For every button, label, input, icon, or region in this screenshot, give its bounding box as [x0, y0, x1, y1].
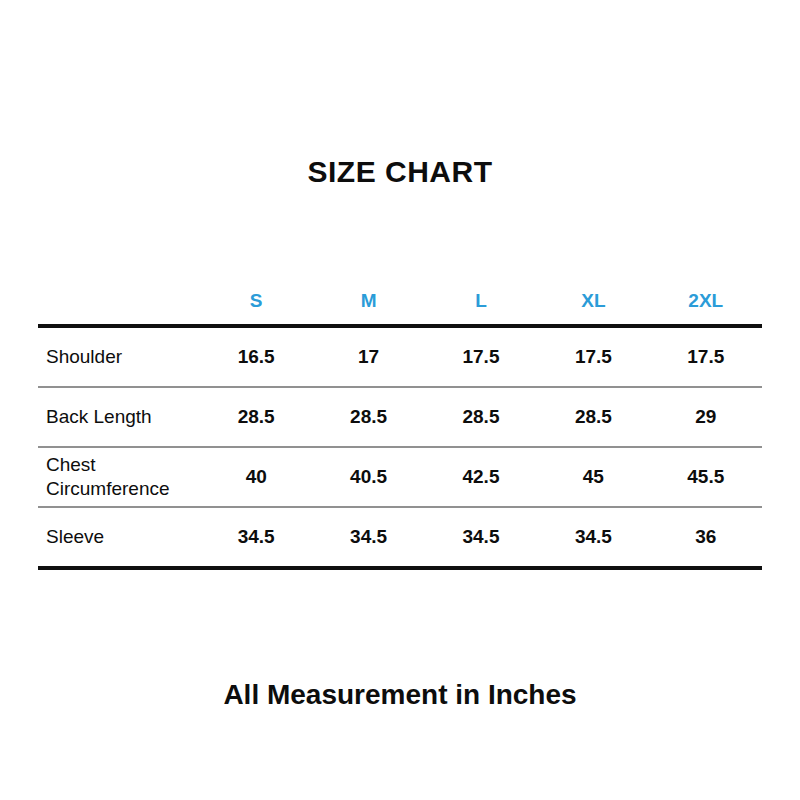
- cell-shoulder-l: 17.5: [425, 326, 537, 387]
- row-label-sleeve: Sleeve: [38, 507, 200, 568]
- cell-back-length-m: 28.5: [312, 387, 424, 447]
- cell-shoulder-s: 16.5: [200, 326, 312, 387]
- cell-back-length-2xl: 29: [650, 387, 762, 447]
- size-column-header-xl: XL: [537, 283, 649, 326]
- size-chart-page: SIZE CHART S M L XL 2XL Shoulder 16.5 17…: [0, 0, 800, 800]
- cell-chest-m: 40.5: [312, 447, 424, 507]
- table-row-chest-circumference: Chest Circumference 40 40.5 42.5 45 45.5: [38, 447, 762, 507]
- cell-back-length-s: 28.5: [200, 387, 312, 447]
- size-column-header-m: M: [312, 283, 424, 326]
- cell-chest-xl: 45: [537, 447, 649, 507]
- cell-shoulder-xl: 17.5: [537, 326, 649, 387]
- cell-chest-2xl: 45.5: [650, 447, 762, 507]
- cell-sleeve-2xl: 36: [650, 507, 762, 568]
- page-title: SIZE CHART: [0, 157, 800, 187]
- footer-note: All Measurement in Inches: [0, 681, 800, 709]
- size-column-header-l: L: [425, 283, 537, 326]
- cell-sleeve-s: 34.5: [200, 507, 312, 568]
- table-row-shoulder: Shoulder 16.5 17 17.5 17.5 17.5: [38, 326, 762, 387]
- size-column-header-s: S: [200, 283, 312, 326]
- cell-shoulder-2xl: 17.5: [650, 326, 762, 387]
- cell-chest-l: 42.5: [425, 447, 537, 507]
- header-blank-cell: [38, 283, 200, 326]
- table-row-back-length: Back Length 28.5 28.5 28.5 28.5 29: [38, 387, 762, 447]
- cell-shoulder-m: 17: [312, 326, 424, 387]
- row-label-chest-circumference: Chest Circumference: [38, 447, 200, 507]
- cell-back-length-xl: 28.5: [537, 387, 649, 447]
- size-chart-table: S M L XL 2XL Shoulder 16.5 17 17.5 17.5 …: [38, 283, 762, 570]
- cell-sleeve-xl: 34.5: [537, 507, 649, 568]
- cell-back-length-l: 28.5: [425, 387, 537, 447]
- size-column-header-2xl: 2XL: [650, 283, 762, 326]
- cell-chest-s: 40: [200, 447, 312, 507]
- cell-sleeve-l: 34.5: [425, 507, 537, 568]
- row-label-back-length: Back Length: [38, 387, 200, 447]
- size-header-row: S M L XL 2XL: [38, 283, 762, 326]
- cell-sleeve-m: 34.5: [312, 507, 424, 568]
- row-label-shoulder: Shoulder: [38, 326, 200, 387]
- table-row-sleeve: Sleeve 34.5 34.5 34.5 34.5 36: [38, 507, 762, 568]
